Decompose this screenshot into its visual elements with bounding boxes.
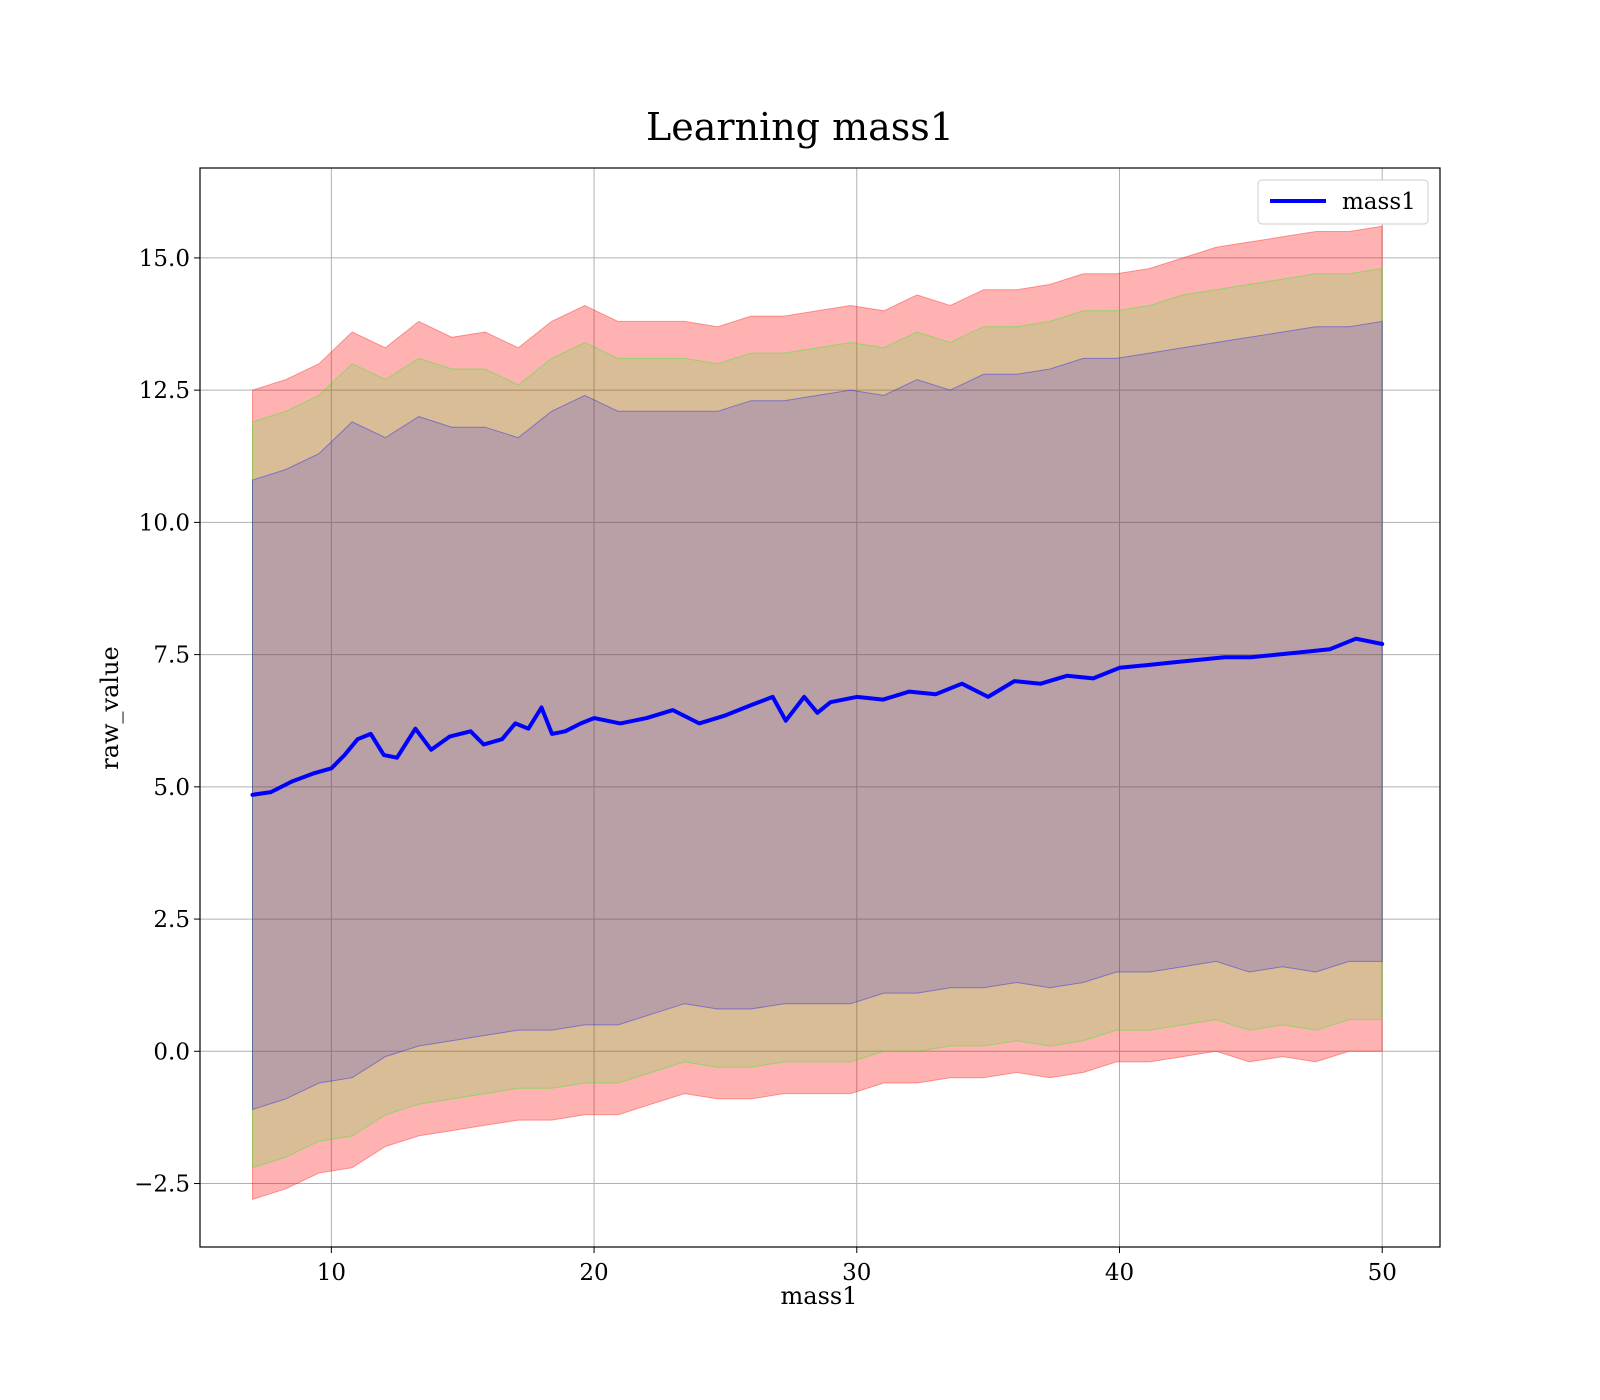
legend-label-mass1: mass1 [1342, 189, 1416, 215]
legend-box [1257, 179, 1429, 225]
y-tick-label: 0.0 [153, 1039, 190, 1065]
ticks-layer: 10 20 30 40 50 −2.5 0.0 2.5 5.0 7.5 10.0 12.5 15.0 [134, 246, 1397, 1286]
x-tick-label: 10 [317, 1260, 346, 1286]
y-tick-label: 15.0 [139, 246, 190, 272]
x-tick-label: 40 [1105, 1260, 1134, 1286]
series-line-mass1 [250, 636, 1385, 797]
confidence-band-1 [252, 267, 1383, 1169]
y-tick-label: 5.0 [153, 775, 190, 801]
y-tick-label: 2.5 [153, 907, 190, 933]
x-tick-label: 50 [1368, 1260, 1397, 1286]
x-tick-label: 20 [579, 1260, 608, 1286]
y-tick-label: −2.5 [134, 1172, 190, 1198]
x-tick-label: 30 [842, 1260, 871, 1286]
line-layer [250, 636, 1385, 797]
legend: mass1 [1257, 179, 1429, 225]
confidence-band-2 [252, 320, 1383, 1111]
plot-frame [199, 167, 1441, 1248]
y-tick-label: 10.0 [139, 510, 190, 536]
y-tick-label: 7.5 [153, 643, 190, 669]
x-axis-label: mass1 [781, 1282, 858, 1310]
y-tick-label: 12.5 [139, 378, 190, 404]
y-axis-label: raw_value [96, 646, 124, 770]
chart-title: Learning mass1 [646, 105, 954, 149]
grid-layer [200, 168, 1440, 1247]
